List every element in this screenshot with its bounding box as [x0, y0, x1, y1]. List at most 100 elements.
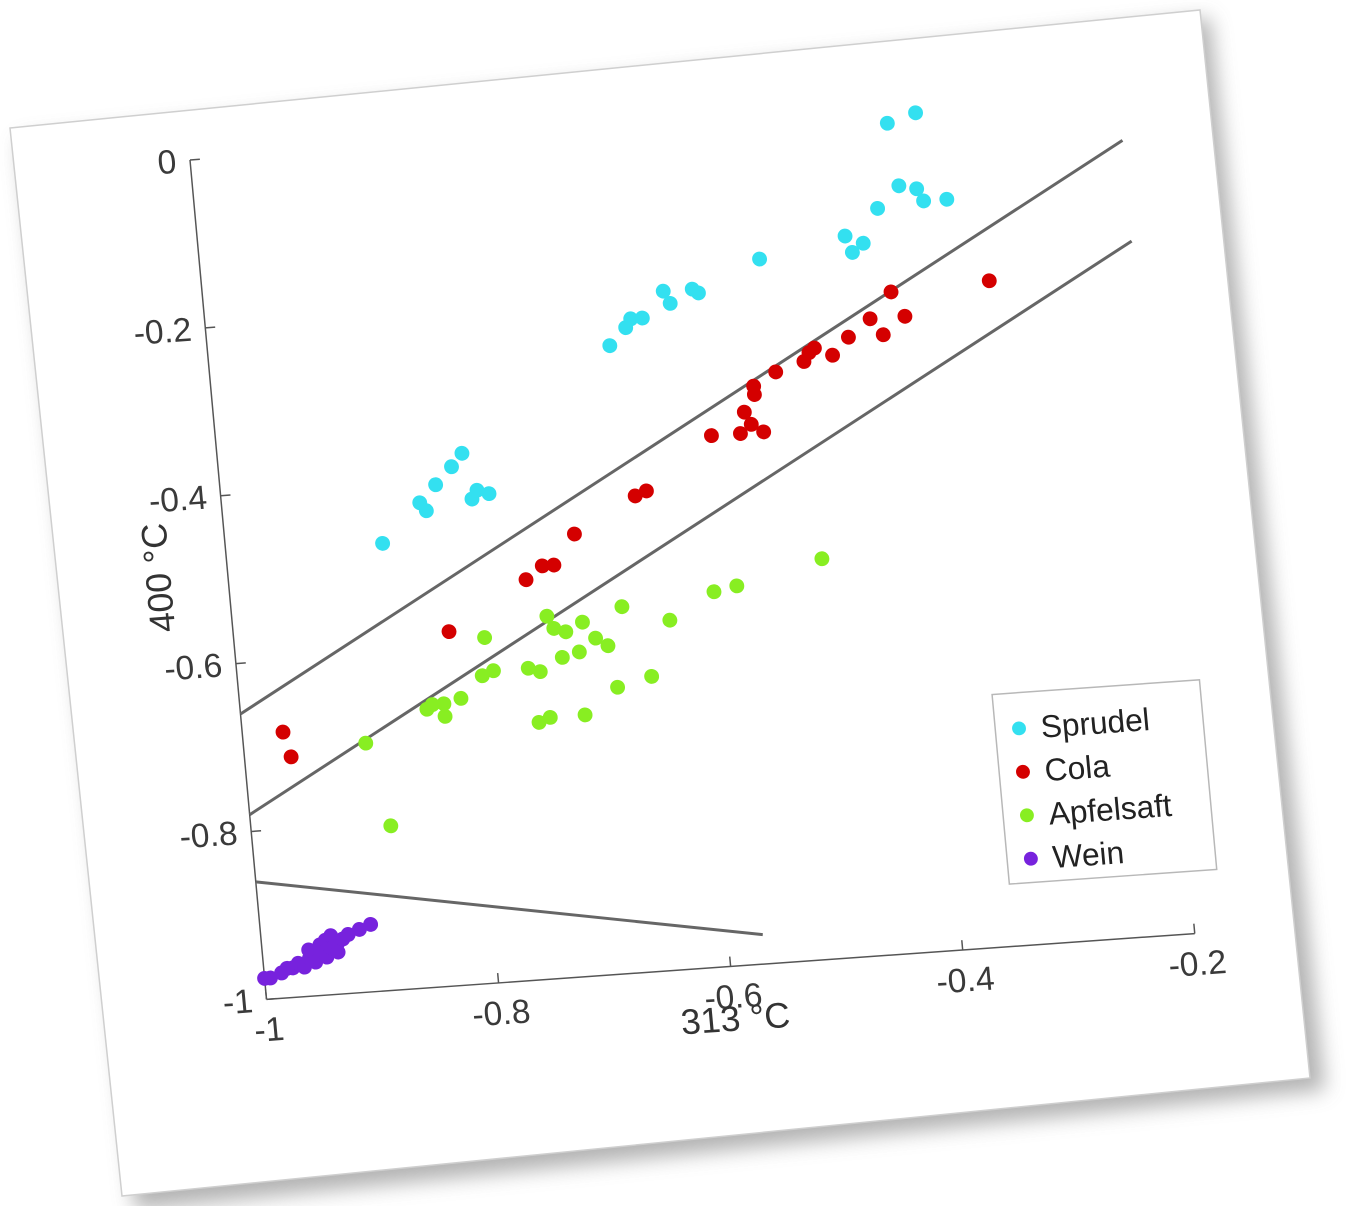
x-tick-label: -0.4	[935, 961, 996, 1002]
data-point	[870, 200, 886, 216]
data-point	[644, 668, 660, 684]
plot-area: -1 -0.8 -0.6 -0.4 -0.2 -1 -0.8 -0.6 -0.4 -0.2 0 31…	[132, 105, 1228, 1050]
data-point	[662, 295, 678, 311]
series-wein	[257, 916, 379, 986]
y-tick-mark	[205, 326, 216, 329]
data-point	[453, 690, 469, 706]
data-point	[542, 709, 558, 725]
data-point	[454, 445, 470, 461]
data-point	[908, 105, 924, 121]
data-point	[418, 503, 434, 519]
data-point	[474, 668, 490, 684]
y-tick-mark	[189, 158, 200, 161]
data-point	[534, 558, 550, 574]
legend-label: Sprudel	[1039, 701, 1151, 745]
data-point	[546, 557, 562, 573]
y-tick-label: -0.6	[163, 648, 224, 689]
data-point	[638, 483, 654, 499]
legend-marker	[1012, 721, 1026, 736]
data-point	[600, 638, 616, 654]
y-tick-mark	[235, 662, 246, 665]
data-point	[981, 273, 997, 289]
y-axis-line	[189, 159, 268, 1000]
reference-line	[239, 139, 1124, 716]
data-point	[662, 612, 678, 628]
legend-marker	[1023, 851, 1038, 866]
data-point	[909, 181, 925, 197]
data-point	[363, 916, 379, 932]
y-tick-label: 0	[156, 144, 178, 182]
data-point	[437, 708, 453, 724]
data-points	[257, 105, 997, 986]
y-tick-mark	[220, 494, 231, 497]
x-tick-mark	[496, 972, 500, 983]
data-point	[875, 327, 891, 343]
data-point	[469, 482, 485, 498]
data-point	[706, 584, 722, 600]
data-point	[375, 535, 391, 551]
y-tick-label: -0.4	[147, 480, 208, 521]
x-axis-title: 313 °C	[679, 995, 792, 1043]
data-point	[814, 551, 830, 567]
data-point	[444, 459, 459, 475]
data-point	[532, 664, 548, 680]
data-point	[746, 378, 762, 394]
data-point	[602, 338, 618, 354]
data-point	[428, 477, 444, 493]
data-point	[477, 630, 493, 645]
card-sheet	[9, 9, 1311, 1197]
data-point	[627, 488, 643, 504]
x-tick-mark	[961, 940, 964, 951]
data-point	[566, 526, 582, 542]
data-point	[743, 416, 759, 432]
legend-label: Wein	[1051, 834, 1126, 875]
data-point	[330, 944, 346, 960]
data-point	[837, 228, 853, 244]
x-tick-label: -0.2	[1167, 944, 1228, 985]
data-point	[690, 285, 706, 301]
y-tick-label: -0.8	[178, 815, 239, 856]
tick-labels: -1 -0.8 -0.6 -0.4 -0.2 -1 -0.8 -0.6 -0.4 -0.2 0	[132, 144, 1228, 1050]
data-point	[518, 572, 534, 588]
data-point	[577, 707, 593, 723]
data-point	[939, 191, 955, 207]
legend-marker	[1019, 808, 1034, 823]
y-tick-label: -0.2	[132, 312, 193, 353]
reference-line	[248, 239, 1133, 816]
data-point	[283, 749, 299, 765]
y-tick-mark	[251, 830, 262, 833]
legend-box	[991, 679, 1218, 885]
data-point	[733, 426, 748, 441]
data-point	[554, 649, 570, 665]
y-tick-label: -1	[221, 983, 254, 1022]
x-tick-mark	[264, 989, 268, 1000]
series-sprudel	[375, 105, 955, 551]
data-point	[897, 308, 913, 324]
data-point	[358, 735, 374, 751]
data-point	[546, 620, 562, 636]
x-tick-mark	[728, 956, 732, 967]
reference-lines	[239, 139, 1133, 937]
data-point	[841, 329, 856, 345]
data-point	[262, 970, 278, 986]
data-point	[891, 178, 907, 194]
data-point	[825, 347, 841, 363]
data-point	[558, 624, 574, 640]
data-point	[441, 624, 457, 640]
data-point	[571, 644, 587, 660]
data-point	[736, 404, 752, 420]
y-tick-mark	[266, 997, 277, 1001]
x-tick-label: -0.8	[471, 993, 532, 1034]
data-point	[883, 284, 899, 300]
data-point	[634, 310, 650, 326]
x-tick-label: -0.6	[703, 977, 764, 1018]
x-tick-label: -1	[253, 1011, 286, 1050]
data-point	[655, 283, 671, 299]
series-apfelsaft	[358, 551, 830, 834]
data-point	[704, 428, 719, 444]
data-point	[768, 364, 784, 380]
legend-label: Apfelsaft	[1047, 787, 1173, 832]
y-axis-title: 400 °C	[133, 522, 183, 634]
data-point	[855, 235, 871, 251]
